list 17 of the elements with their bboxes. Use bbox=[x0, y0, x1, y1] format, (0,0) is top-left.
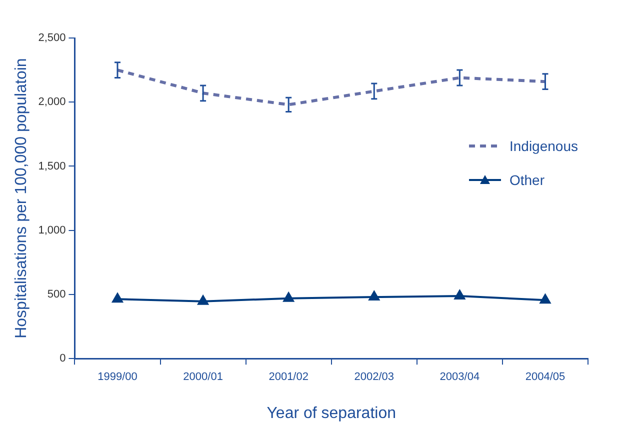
x-tick-label: 2001/02 bbox=[268, 371, 308, 384]
x-tick-label: 2000/01 bbox=[183, 371, 223, 384]
x-axis-title: Year of separation bbox=[266, 404, 396, 422]
y-tick-label: 2,500 bbox=[38, 32, 66, 44]
y-tick-label: 500 bbox=[47, 288, 66, 301]
legend-label: Other bbox=[509, 172, 544, 188]
y-axis-title: Hospitalisations per 100,000 populatoin bbox=[13, 58, 30, 338]
y-tick-label: 1,500 bbox=[38, 160, 66, 172]
x-tick-label: 1999/00 bbox=[98, 371, 138, 384]
x-tick-label: 2004/05 bbox=[525, 371, 566, 384]
x-tick-label: 2002/03 bbox=[354, 371, 394, 384]
y-tick-label: 1,000 bbox=[38, 224, 66, 236]
x-tick-label: 2003/04 bbox=[440, 371, 480, 384]
y-tick-label: 0 bbox=[60, 352, 66, 365]
legend-label: Indigenous bbox=[509, 138, 578, 154]
y-tick-label: 2,000 bbox=[38, 96, 66, 108]
line-series bbox=[116, 68, 547, 106]
